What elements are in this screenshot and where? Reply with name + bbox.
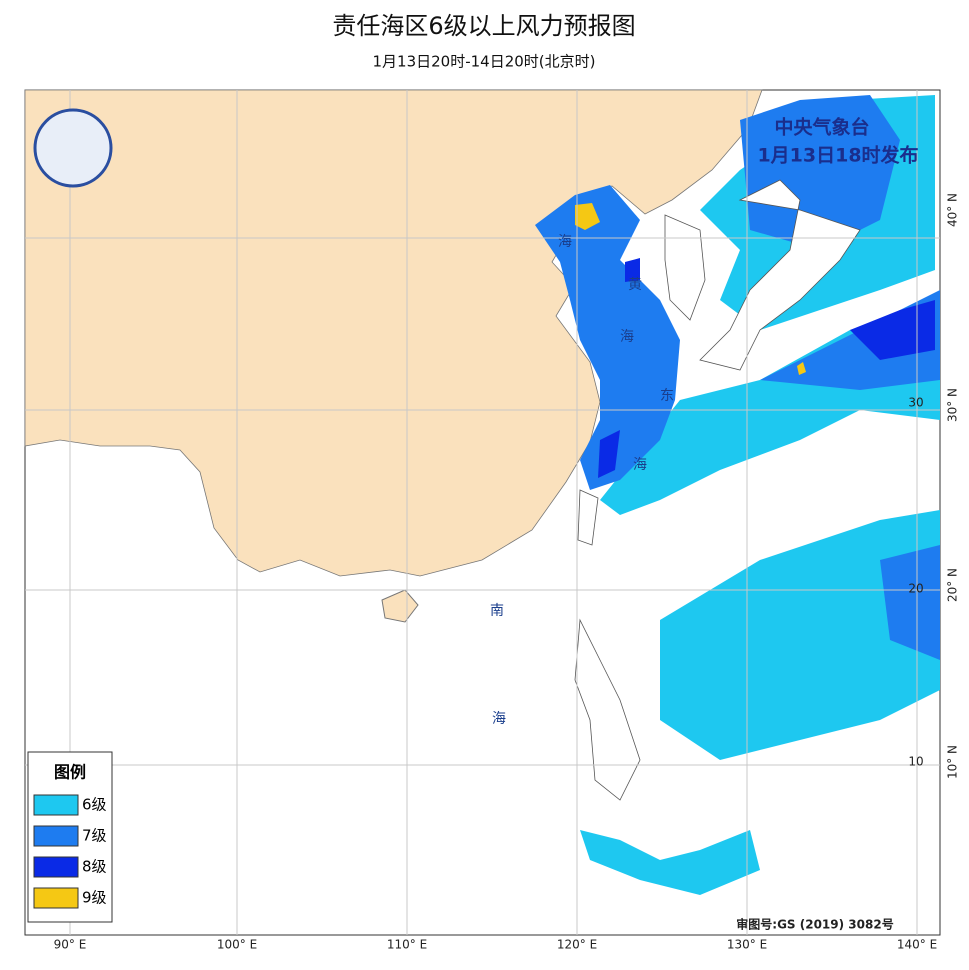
wind-area (625, 258, 640, 282)
legend-swatch (33, 856, 79, 878)
sea-label: 东 (660, 388, 674, 404)
approval: 审图号:GS (2019) 3082号 (736, 917, 893, 932)
legend-label: 7级 (82, 827, 107, 845)
lat-labels: 40° N 30° N 20° N 10° N (946, 193, 960, 779)
wind-area (598, 430, 620, 478)
lat-label: 40° N (946, 193, 960, 227)
legend-swatch (33, 887, 79, 909)
legend-title: 图例 (54, 763, 86, 782)
graticule (25, 90, 940, 935)
issue-time: 1月13日18时发布 (757, 144, 918, 167)
lat-label: 30° N (946, 388, 960, 422)
subtitle: 1月13日20时-14日20时(北京时) (372, 53, 595, 71)
lon-label: 130° E (727, 938, 767, 952)
wind-area (535, 185, 680, 490)
sea-label: 海 (492, 711, 506, 727)
sea-label: 黄 (628, 276, 642, 293)
legend-swatch (33, 794, 79, 816)
legend-label: 9级 (82, 889, 107, 907)
wind-area (850, 300, 935, 360)
wind-area (575, 203, 600, 230)
legend-label: 8级 (82, 858, 107, 876)
sea-label: 海 (558, 234, 572, 250)
wind-area (580, 830, 760, 895)
lon-label: 120° E (557, 938, 597, 952)
sea-label: 海 (620, 329, 634, 345)
legend-swatch (33, 825, 79, 847)
lon-label: 100° E (217, 938, 257, 952)
lon-label: 90° E (54, 938, 87, 952)
legend-label: 6级 (82, 796, 107, 814)
lon-label: 140° E (897, 938, 937, 952)
legend: 图例 6级 7级 8级 9级 (27, 751, 113, 923)
lon-labels: 90° E 100° E 110° E 120° E 130° E 140° E (54, 938, 937, 952)
lon-label: 110° E (387, 938, 427, 952)
lat-inner: 30 (908, 396, 923, 410)
hainan (381, 589, 419, 623)
lat-inner: 10 (908, 755, 923, 769)
issuer: 中央气象台 (774, 116, 869, 139)
sea-label: 海 (633, 457, 647, 473)
wind-area (740, 95, 900, 250)
map: 中央气象台 1月13日18时发布 海 黄 海 东 海 南 海 30 20 10 … (24, 89, 941, 936)
lat-label: 20° N (946, 568, 960, 602)
logo (33, 108, 113, 188)
wind-areas (535, 95, 940, 895)
lat-label: 10° N (946, 745, 960, 779)
wind-area (660, 510, 940, 760)
title: 责任海区6级以上风力预报图 (332, 12, 635, 40)
lat-inner: 20 (908, 582, 923, 596)
wind-area (797, 362, 806, 375)
wind-area (880, 545, 940, 660)
coastline (574, 179, 861, 801)
sea-label: 南 (490, 603, 504, 619)
